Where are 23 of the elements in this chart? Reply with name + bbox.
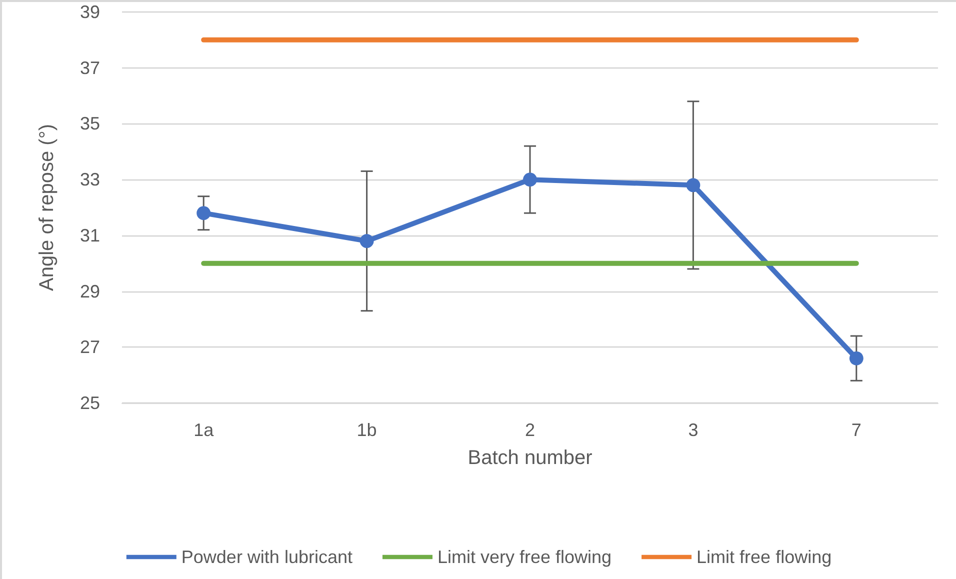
x-tick-label: 1a (194, 420, 215, 440)
x-tick-label: 2 (524, 420, 536, 440)
y-tick-label: 29 (80, 281, 100, 302)
y-tick-label: 33 (80, 170, 100, 190)
x-tick-label: 1b (356, 420, 377, 440)
y-axis-title: Angle of repose (°) (36, 124, 58, 291)
y-tick-label: 31 (80, 225, 100, 246)
point (686, 178, 700, 192)
y-tick-label: 37 (80, 58, 100, 78)
x-tick-label: 3 (688, 420, 698, 440)
point (849, 351, 864, 366)
x-tick-label: 7 (851, 420, 862, 440)
y-tick-label: 27 (80, 337, 100, 358)
point (523, 172, 537, 187)
x-axis-title: Batch number (468, 447, 593, 469)
y-tick-label: 35 (80, 114, 100, 134)
legend-label: Powder with lubricant (181, 547, 352, 567)
y-tick-label: 25 (80, 393, 100, 413)
point (196, 206, 211, 220)
legend-label: Limit very free flowing (437, 547, 612, 567)
point (360, 234, 374, 248)
legend-label: Limit free flowing (696, 547, 832, 567)
y-tick-label: 39 (80, 2, 100, 22)
